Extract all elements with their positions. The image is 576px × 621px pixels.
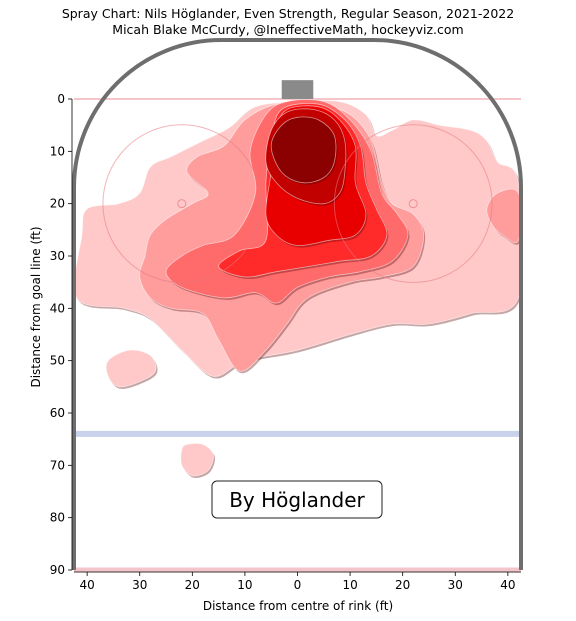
y-tick-label-5: 50 <box>50 354 65 368</box>
x-tick-label-5: 10 <box>342 578 357 592</box>
y-axis-label: Distance from goal line (ft) <box>29 226 43 387</box>
rink-boards <box>72 38 523 570</box>
x-tick-label-0: 40 <box>80 578 95 592</box>
x-tick-label-7: 30 <box>448 578 463 592</box>
chart-title: Spray Chart: Nils Höglander, Even Streng… <box>62 6 514 21</box>
plot-area <box>72 38 523 573</box>
x-tick-label-1: 30 <box>132 578 147 592</box>
x-tick-label-8: 40 <box>500 578 515 592</box>
legend-label: By Höglander <box>229 488 365 512</box>
goal-net <box>281 80 314 99</box>
density-level-1-region-3 <box>180 443 214 477</box>
right-faceoff-dot <box>408 199 418 209</box>
x-axis: 40 30 20 10 0 10 20 30 40 <box>74 571 521 592</box>
x-tick-label-3: 10 <box>237 578 252 592</box>
y-tick-label-2: 20 <box>50 197 65 211</box>
y-tick-label-7: 70 <box>50 458 65 472</box>
density-level-7-region-1 <box>270 116 337 184</box>
x-tick-label-2: 20 <box>185 578 200 592</box>
shot-density-contours <box>74 99 521 478</box>
y-tick-label-9: 90 <box>50 563 65 577</box>
legend-box <box>211 480 383 519</box>
right-faceoff-circle <box>333 124 493 284</box>
left-faceoff-dot <box>177 199 187 209</box>
y-tick-label-0: 0 <box>57 92 65 106</box>
density-level-7 <box>270 116 338 185</box>
legend: By Höglander <box>211 480 383 519</box>
y-tick-label-3: 30 <box>50 249 65 263</box>
x-axis-label: Distance from centre of rink (ft) <box>203 599 393 613</box>
y-axis: 0 10 20 30 40 50 60 70 80 90 <box>50 92 73 577</box>
y-tick-label-4: 40 <box>50 301 65 315</box>
y-tick-label-6: 60 <box>50 406 65 420</box>
left-faceoff-circle <box>102 124 262 284</box>
x-tick-label-6: 20 <box>395 578 410 592</box>
y-tick-label-8: 80 <box>50 511 65 525</box>
density-level-2-region-2 <box>486 188 521 244</box>
density-level-1-region-2 <box>105 349 157 388</box>
rink-overlay <box>72 38 523 570</box>
y-tick-label-1: 10 <box>50 144 65 158</box>
chart-subtitle: Micah Blake McCurdy, @IneffectiveMath, h… <box>112 22 463 37</box>
x-tick-label-4: 0 <box>294 578 302 592</box>
